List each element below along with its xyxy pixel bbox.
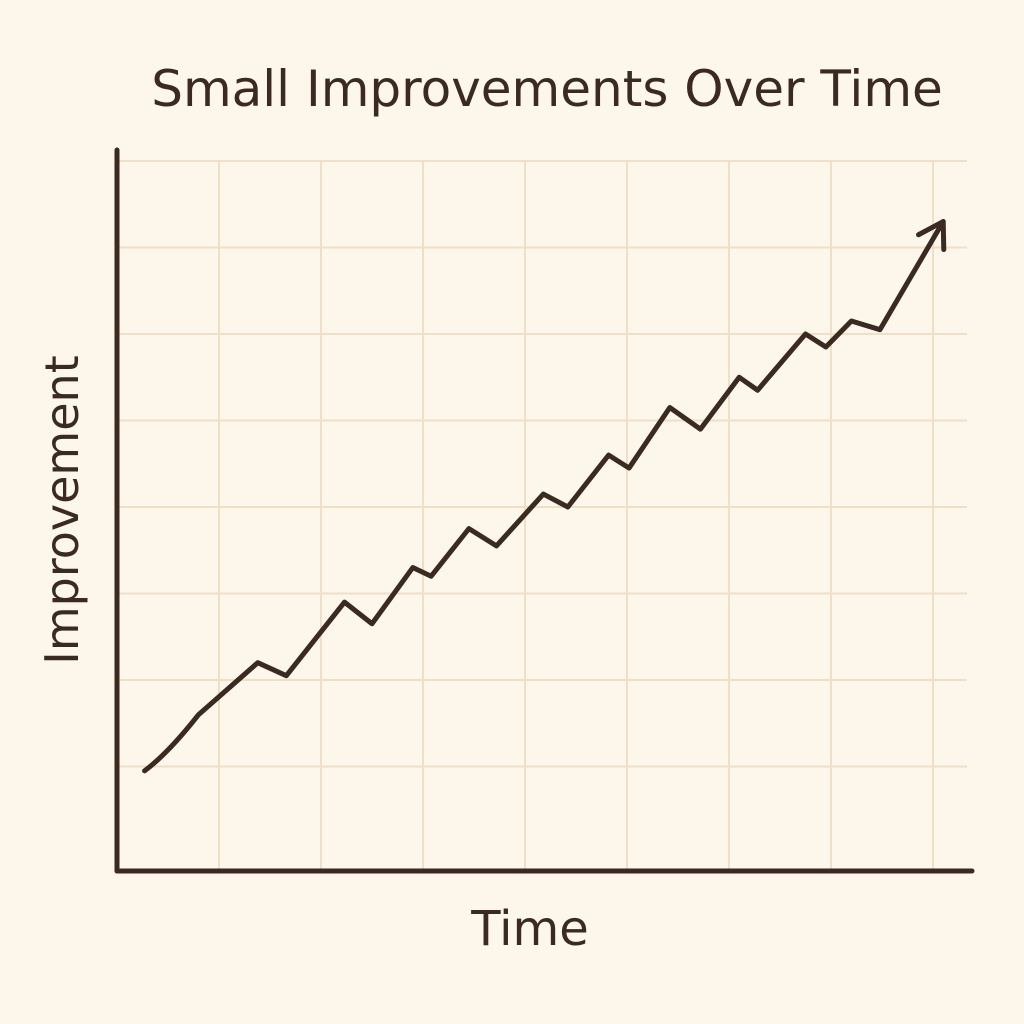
x-axis-label: Time	[470, 901, 588, 957]
grid	[117, 160, 967, 871]
y-axis-label: Improvement	[35, 355, 89, 664]
arrow-head	[916, 219, 947, 253]
chart-title: Small Improvements Over Time	[151, 60, 943, 118]
series-line	[142, 219, 946, 774]
series	[142, 219, 947, 774]
